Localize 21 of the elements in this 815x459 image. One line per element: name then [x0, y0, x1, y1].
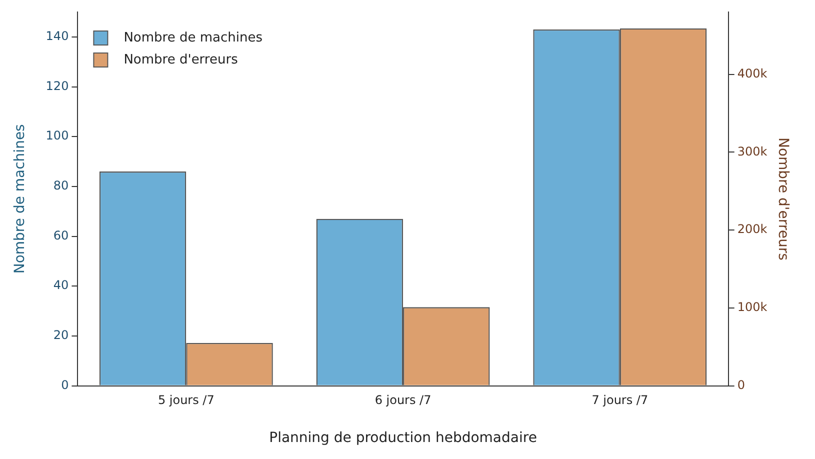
y-tick-label: 120	[46, 78, 69, 93]
y-tick-label: 20	[53, 328, 69, 342]
legend-label: Nombre de machines	[124, 30, 263, 46]
legend-label: Nombre d'erreurs	[124, 52, 238, 68]
y-tick-label: 60	[53, 228, 69, 242]
x-tick-label: 7 jours /7	[592, 393, 648, 408]
y-tick-label: 40	[53, 278, 69, 292]
x-tick-label: 6 jours /7	[374, 393, 432, 408]
x-tick-label: 5 jours /7	[158, 393, 214, 408]
x-axis-title: Planning de production hebdomadaire	[269, 430, 537, 446]
y2-tick-label: 100k	[737, 300, 768, 314]
y2-tick-label: 400k	[737, 66, 768, 80]
y-axis-title: Nombre de machines	[12, 124, 28, 274]
y-tick-label: 0	[61, 378, 69, 392]
y-tick-label: 140	[46, 29, 69, 44]
y2-tick-label: 300k	[737, 144, 768, 158]
y-tick-label: 80	[53, 178, 69, 193]
y2-tick-label: 200k	[737, 222, 768, 236]
y2-axis-title: Nombre d'erreurs	[774, 137, 791, 260]
y2-tick-label: 0	[737, 378, 745, 392]
y-tick-label: 100	[46, 128, 69, 143]
